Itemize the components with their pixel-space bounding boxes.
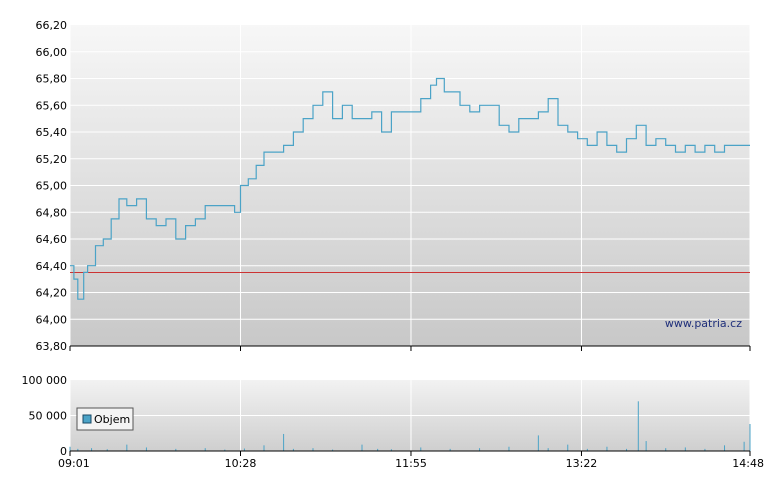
price-panel: 66,20 66,00 65,80 65,60 65,40 65,20 65,00 64,80… [36,19,751,353]
volume-y-tick-label: 100 000 [22,374,68,387]
price-y-tick-label: 64,80 [36,206,68,219]
price-y-tick-label: 65,00 [36,180,68,193]
price-y-tick-label: 65,60 [36,99,68,112]
volume-y-tick-label: 0 [60,445,67,458]
price-y-tick-label: 65,80 [36,73,68,86]
price-y-tick-label: 64,60 [36,233,68,246]
volume-panel: 100 000 50 000 0 09:01 10:28 11:55 13:22 14:48… [22,374,765,470]
price-y-tick-label: 65,20 [36,153,68,166]
price-x-ticks [69,346,751,351]
watermark: www.patria.cz [665,317,742,330]
volume-legend: Objem [76,407,134,431]
x-tick-label: 10:28 [225,457,257,470]
price-y-tick-label: 66,00 [36,46,68,59]
price-y-tick-label: 64,40 [36,260,68,273]
volume-y-tick-label: 50 000 [29,410,68,423]
legend-label: Objem [94,413,130,426]
x-tick-label: 09:01 [58,457,90,470]
x-tick-label: 14:48 [732,457,764,470]
volume-x-ticks: 09:01 10:28 11:55 13:22 14:48 [58,451,764,470]
x-tick-label: 13:22 [566,457,598,470]
volume-gridlines [69,380,751,451]
volume-y-axis: 100 000 50 000 0 [22,374,68,458]
price-y-tick-label: 63,80 [36,340,68,353]
price-y-tick-label: 64,20 [36,287,68,300]
volume-bars [69,401,751,451]
price-series-line [70,77,750,300]
legend-swatch [82,414,92,424]
price-y-tick-label: 66,20 [36,19,68,32]
price-y-tick-label: 65,40 [36,126,68,139]
price-y-tick-label: 64,00 [36,313,68,326]
price-y-axis: 66,20 66,00 65,80 65,60 65,40 65,20 65,00 64,80… [36,19,68,353]
legend-box [76,407,134,431]
x-tick-label: 11:55 [395,457,427,470]
